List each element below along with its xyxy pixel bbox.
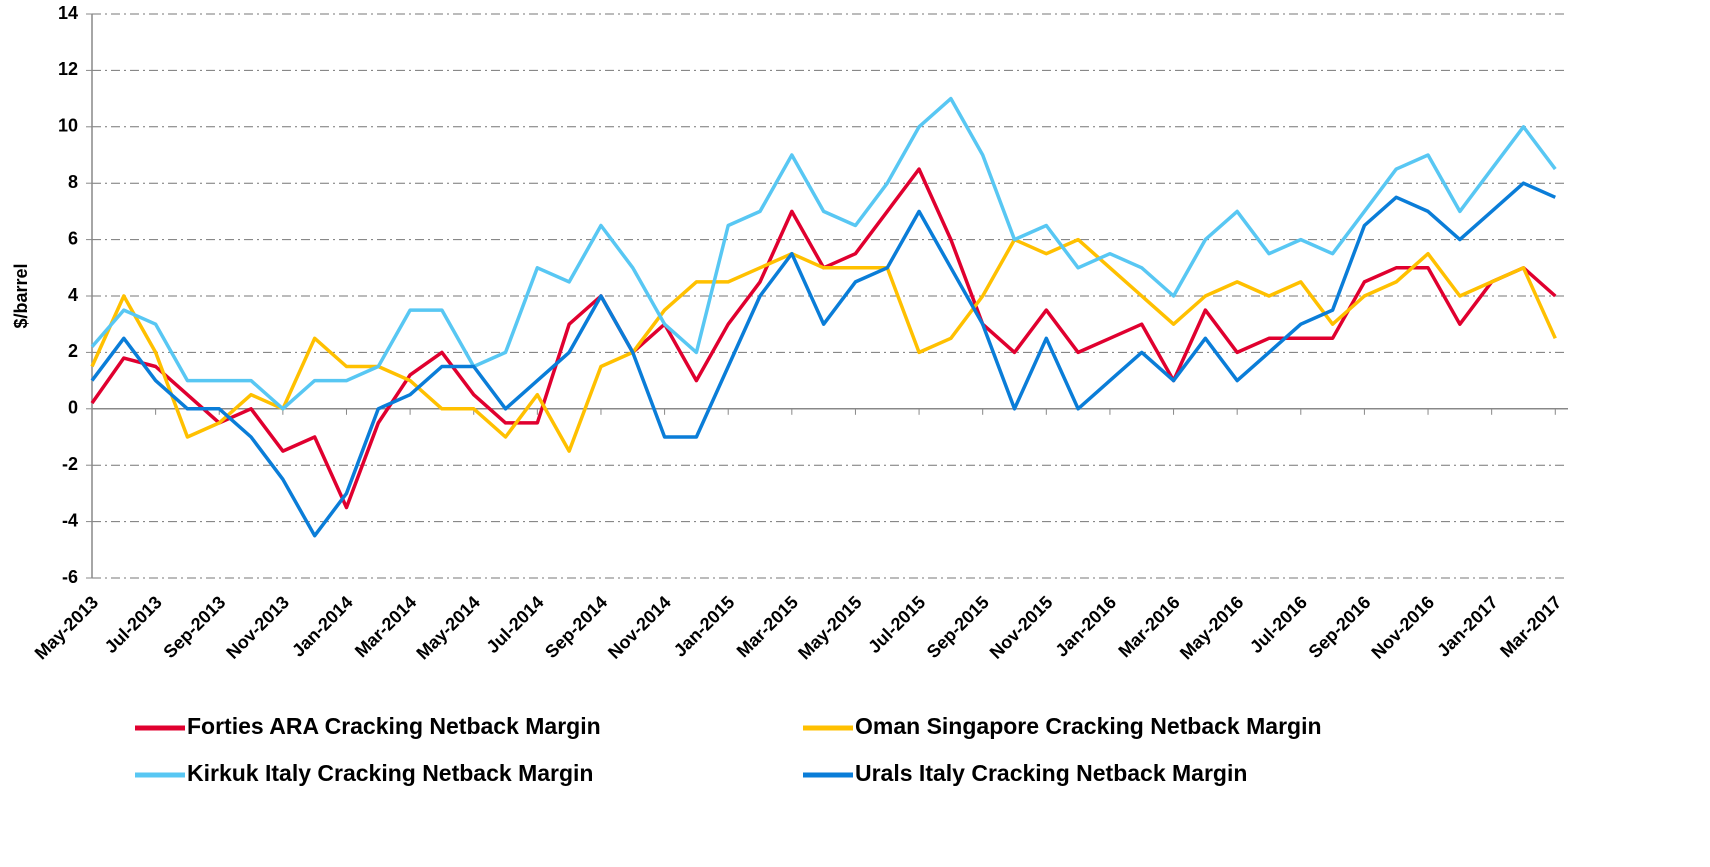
- series-line: [90, 167, 1557, 510]
- x-tick-label: May-2015: [794, 592, 865, 663]
- x-tick-label: Mar-2014: [351, 592, 420, 661]
- legend-label: Kirkuk Italy Cracking Netback Margin: [187, 760, 593, 786]
- x-tick-label: Jul-2013: [101, 592, 166, 657]
- x-tick-label: Mar-2017: [1496, 592, 1565, 661]
- x-tick-label: Nov-2015: [986, 592, 1057, 663]
- x-tick-label: May-2014: [412, 592, 483, 663]
- x-tick-label: May-2016: [1176, 592, 1247, 663]
- series-line: [90, 237, 1557, 453]
- x-tick-label: Nov-2013: [222, 592, 293, 663]
- x-tick-label: Sep-2013: [159, 592, 229, 662]
- x-tick-label: Jan-2017: [1433, 592, 1502, 661]
- x-tick-label: Nov-2016: [1367, 592, 1438, 663]
- legend-label: Urals Italy Cracking Netback Margin: [855, 760, 1247, 786]
- y-tick-label: 2: [68, 341, 78, 361]
- y-tick-label: 0: [68, 398, 78, 418]
- x-tick-label: Mar-2016: [1114, 592, 1183, 661]
- x-tick-label: May-2013: [31, 592, 102, 663]
- legend-label: Oman Singapore Cracking Netback Margin: [855, 713, 1322, 739]
- x-tick-label: Nov-2014: [604, 592, 675, 663]
- x-tick-label: Jul-2015: [864, 592, 929, 657]
- y-tick-label: 8: [68, 172, 78, 192]
- x-tick-label: Mar-2015: [733, 592, 802, 661]
- y-tick-label: -6: [62, 567, 78, 587]
- x-tick-label: Sep-2015: [923, 592, 993, 662]
- x-tick-label: Jul-2014: [482, 592, 547, 657]
- y-tick-label: 14: [58, 3, 78, 23]
- legend-label: Forties ARA Cracking Netback Margin: [187, 713, 601, 739]
- x-tick-label: Sep-2014: [541, 592, 611, 662]
- x-tick-label: Jan-2015: [670, 592, 739, 661]
- y-tick-label: 12: [58, 59, 78, 79]
- series-line: [90, 96, 1557, 411]
- y-axis-label: $/barrel: [11, 263, 31, 328]
- series-line: [90, 181, 1556, 538]
- y-tick-label: 6: [68, 228, 78, 248]
- y-tick-label: 4: [68, 285, 78, 305]
- x-tick-label: Sep-2016: [1305, 592, 1375, 662]
- x-tick-label: Jan-2016: [1051, 592, 1120, 661]
- y-tick-label: 10: [58, 116, 78, 136]
- y-tick-label: -4: [62, 510, 78, 530]
- x-tick-label: Jul-2016: [1246, 592, 1311, 657]
- y-tick-label: -2: [62, 454, 78, 474]
- x-tick-label: Jan-2014: [288, 592, 357, 661]
